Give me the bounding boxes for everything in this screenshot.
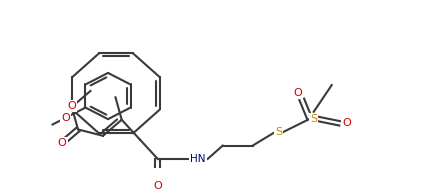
Text: S: S: [310, 114, 317, 124]
Text: O: O: [58, 138, 67, 148]
Text: S: S: [275, 127, 282, 137]
Text: O: O: [343, 118, 351, 128]
Text: O: O: [68, 101, 76, 111]
Text: O: O: [293, 88, 302, 98]
Text: O: O: [61, 113, 70, 123]
Text: HN: HN: [190, 154, 205, 164]
Text: O: O: [153, 181, 162, 189]
